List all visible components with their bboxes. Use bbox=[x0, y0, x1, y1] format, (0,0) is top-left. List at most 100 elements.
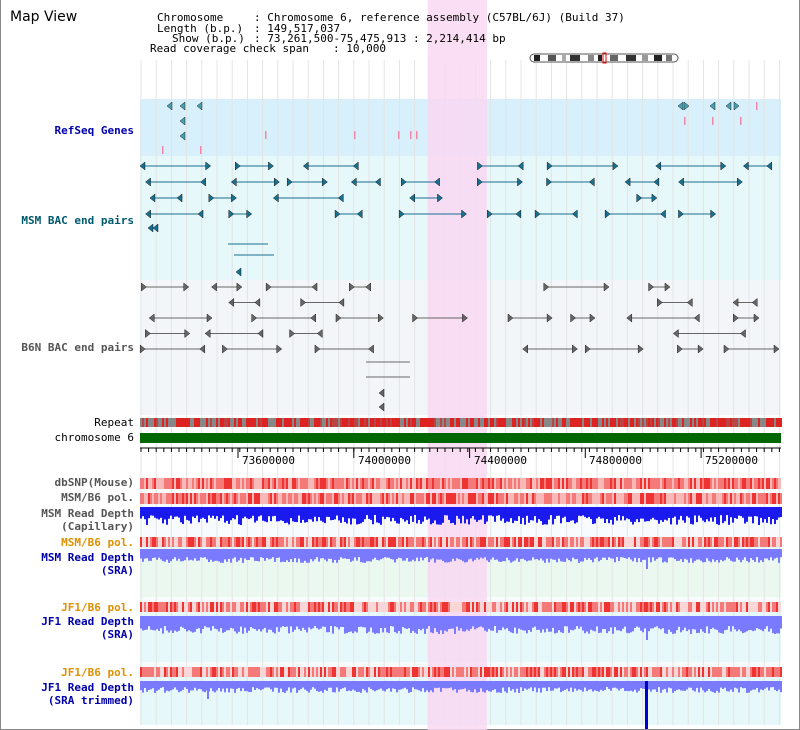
b6n-bac-pair-end bbox=[251, 313, 258, 323]
refseq-gene-marker bbox=[709, 101, 716, 111]
msm-depth-capillary-bar bbox=[732, 507, 734, 523]
jf1-b6-pol-track-cell bbox=[554, 602, 556, 612]
jf1-b6-pol-2-track-cell bbox=[140, 667, 142, 677]
b6n-bac-pair-end bbox=[584, 344, 591, 354]
msm-depth-capillary-bar bbox=[542, 507, 544, 525]
jf1-depth-trimmed-bar bbox=[610, 681, 612, 691]
msm-depth-sra-bar bbox=[336, 549, 338, 563]
jf1-b6-pol-2-track-cell bbox=[254, 667, 256, 677]
jf1-depth-sra-bar bbox=[600, 616, 602, 633]
jf1-b6-pol-2-track-cell bbox=[714, 667, 716, 677]
msm-b6-pol-track-cell bbox=[778, 493, 780, 504]
msm-depth-capillary-bar bbox=[362, 507, 364, 522]
msm-depth-sra-bar bbox=[244, 549, 246, 559]
b6n-bac-pair-end bbox=[222, 344, 228, 354]
msm-b6-pol-track-cell bbox=[426, 493, 428, 504]
jf1-b6-pol-2-track-cell bbox=[440, 667, 442, 677]
track-label-b6n-bac[interactable]: B6N BAC end pairs bbox=[21, 341, 134, 354]
repeat-segment bbox=[320, 418, 322, 427]
b6n-bac-pair-end bbox=[204, 329, 211, 338]
repeat-segment bbox=[626, 418, 628, 427]
dbsnp-track-cell bbox=[718, 478, 720, 489]
msm-depth-sra-bar bbox=[730, 549, 732, 561]
jf1-b6-pol-track-cell bbox=[640, 602, 642, 612]
msm-depth-capillary-bar bbox=[474, 507, 476, 520]
dbsnp-track-cell bbox=[566, 478, 568, 489]
msm-depth-sra-bar bbox=[742, 549, 744, 560]
dbsnp-track-cell bbox=[388, 478, 390, 489]
track-label-jf1-depth-sra[interactable]: JF1 Read Depth bbox=[41, 615, 134, 628]
msm-depth-capillary-bar bbox=[636, 507, 638, 520]
jf1-b6-pol-2-track-cell bbox=[520, 667, 522, 677]
jf1-depth-sra-bar bbox=[172, 616, 174, 633]
jf1-b6-pol-2-track-cell bbox=[228, 667, 230, 677]
jf1-depth-sra-bar bbox=[420, 616, 422, 631]
jf1-b6-pol-2-track-cell bbox=[634, 667, 636, 677]
track-label-jf1-depth-trimmed[interactable]: JF1 Read Depth bbox=[41, 681, 134, 694]
jf1-depth-trimmed-bar bbox=[410, 681, 412, 692]
track-label-msm-b6-pol[interactable]: MSM/B6 pol. bbox=[61, 491, 134, 504]
jf1-depth-sra-bar bbox=[532, 616, 534, 628]
msm-depth-sra-bar bbox=[214, 549, 216, 561]
jf1-depth-trimmed-bar bbox=[666, 681, 668, 693]
jf1-b6-pol-2-track-cell bbox=[538, 667, 540, 677]
msm-depth-sra-bar bbox=[516, 549, 518, 559]
jf1-depth-sra-bar bbox=[282, 616, 284, 627]
dbsnp-track-cell bbox=[416, 478, 418, 489]
msm-depth-capillary-bar bbox=[374, 507, 376, 515]
refseq-tick bbox=[410, 131, 412, 139]
dbsnp-track-cell bbox=[212, 478, 214, 489]
repeat-segment bbox=[308, 418, 310, 427]
track-label-jf1-b6-pol[interactable]: JF1/B6 pol. bbox=[61, 601, 134, 614]
b6n-bac-pair-end bbox=[657, 298, 663, 307]
jf1-b6-pol-2-track-cell bbox=[332, 667, 334, 677]
msm-b6-pol-track-cell bbox=[170, 493, 172, 504]
track-label-dbsnp[interactable]: dbSNP(Mouse) bbox=[54, 476, 134, 489]
track-label-msm-b6-pol-sra[interactable]: MSM/B6 pol. bbox=[61, 536, 134, 549]
jf1-b6-pol-track-cell bbox=[268, 602, 270, 612]
jf1-b6-pol-2-track-cell bbox=[684, 667, 686, 677]
dbsnp-track-cell bbox=[300, 478, 302, 489]
msm-bac-pair-end bbox=[139, 161, 146, 171]
jf1-b6-pol-2-track-cell bbox=[174, 667, 176, 677]
refseq-gene-marker bbox=[677, 101, 684, 111]
jf1-b6-pol-2-track-cell bbox=[620, 667, 622, 677]
jf1-depth-trimmed-bar bbox=[184, 681, 186, 688]
jf1-depth-sra-bar bbox=[558, 616, 560, 631]
jf1-depth-sra-bar bbox=[220, 616, 222, 628]
msm-depth-capillary-bar bbox=[496, 507, 498, 516]
track-label-jf1-b6-pol-2[interactable]: JF1/B6 pol. bbox=[61, 666, 134, 679]
msm-depth-sra-bar bbox=[304, 549, 306, 561]
dbsnp-track-cell bbox=[340, 478, 342, 489]
msm-bac-pair-end bbox=[655, 161, 662, 171]
msm-bac-pair-end bbox=[720, 161, 727, 171]
jf1-depth-trimmed-bar bbox=[554, 681, 556, 689]
msm-depth-sra-bar bbox=[582, 549, 584, 562]
dbsnp-track-cell bbox=[286, 478, 288, 489]
dbsnp-track-cell bbox=[366, 478, 368, 489]
msm-depth-capillary-bar bbox=[674, 507, 676, 517]
msm-depth-sra-bar bbox=[440, 549, 442, 560]
jf1-depth-trimmed-bar bbox=[376, 681, 378, 691]
dbsnp-track-cell bbox=[614, 478, 616, 489]
jf1-b6-pol-track-cell bbox=[182, 602, 184, 612]
track-label-refseq[interactable]: RefSeq Genes bbox=[54, 124, 134, 137]
msm-bac-pair-end bbox=[351, 177, 357, 187]
jf1-depth-trimmed-bar bbox=[334, 681, 336, 693]
track-label-msm-depth-sra[interactable]: MSM Read Depth bbox=[41, 551, 134, 564]
msm-b6-pol-track-cell bbox=[648, 493, 650, 504]
repeat-segment bbox=[528, 418, 530, 427]
msm-depth-capillary-bar bbox=[540, 507, 542, 522]
msm-depth-capillary-bar bbox=[622, 507, 624, 517]
msm-depth-capillary-bar bbox=[232, 507, 234, 519]
track-label-msm-depth-capillary[interactable]: MSM Read Depth bbox=[41, 507, 134, 520]
dbsnp-track-cell bbox=[372, 478, 374, 489]
jf1-depth-trimmed-bar bbox=[350, 681, 352, 691]
msm-depth-capillary-bar bbox=[376, 507, 378, 523]
msm-b6-pol-sra-track-cell bbox=[388, 537, 390, 547]
track-label-msm-bac[interactable]: MSM BAC end pairs bbox=[21, 214, 134, 227]
msm-depth-capillary-bar bbox=[520, 507, 522, 524]
jf1-b6-pol-2-track-cell bbox=[280, 667, 282, 677]
jf1-depth-sra-bar bbox=[544, 616, 546, 633]
